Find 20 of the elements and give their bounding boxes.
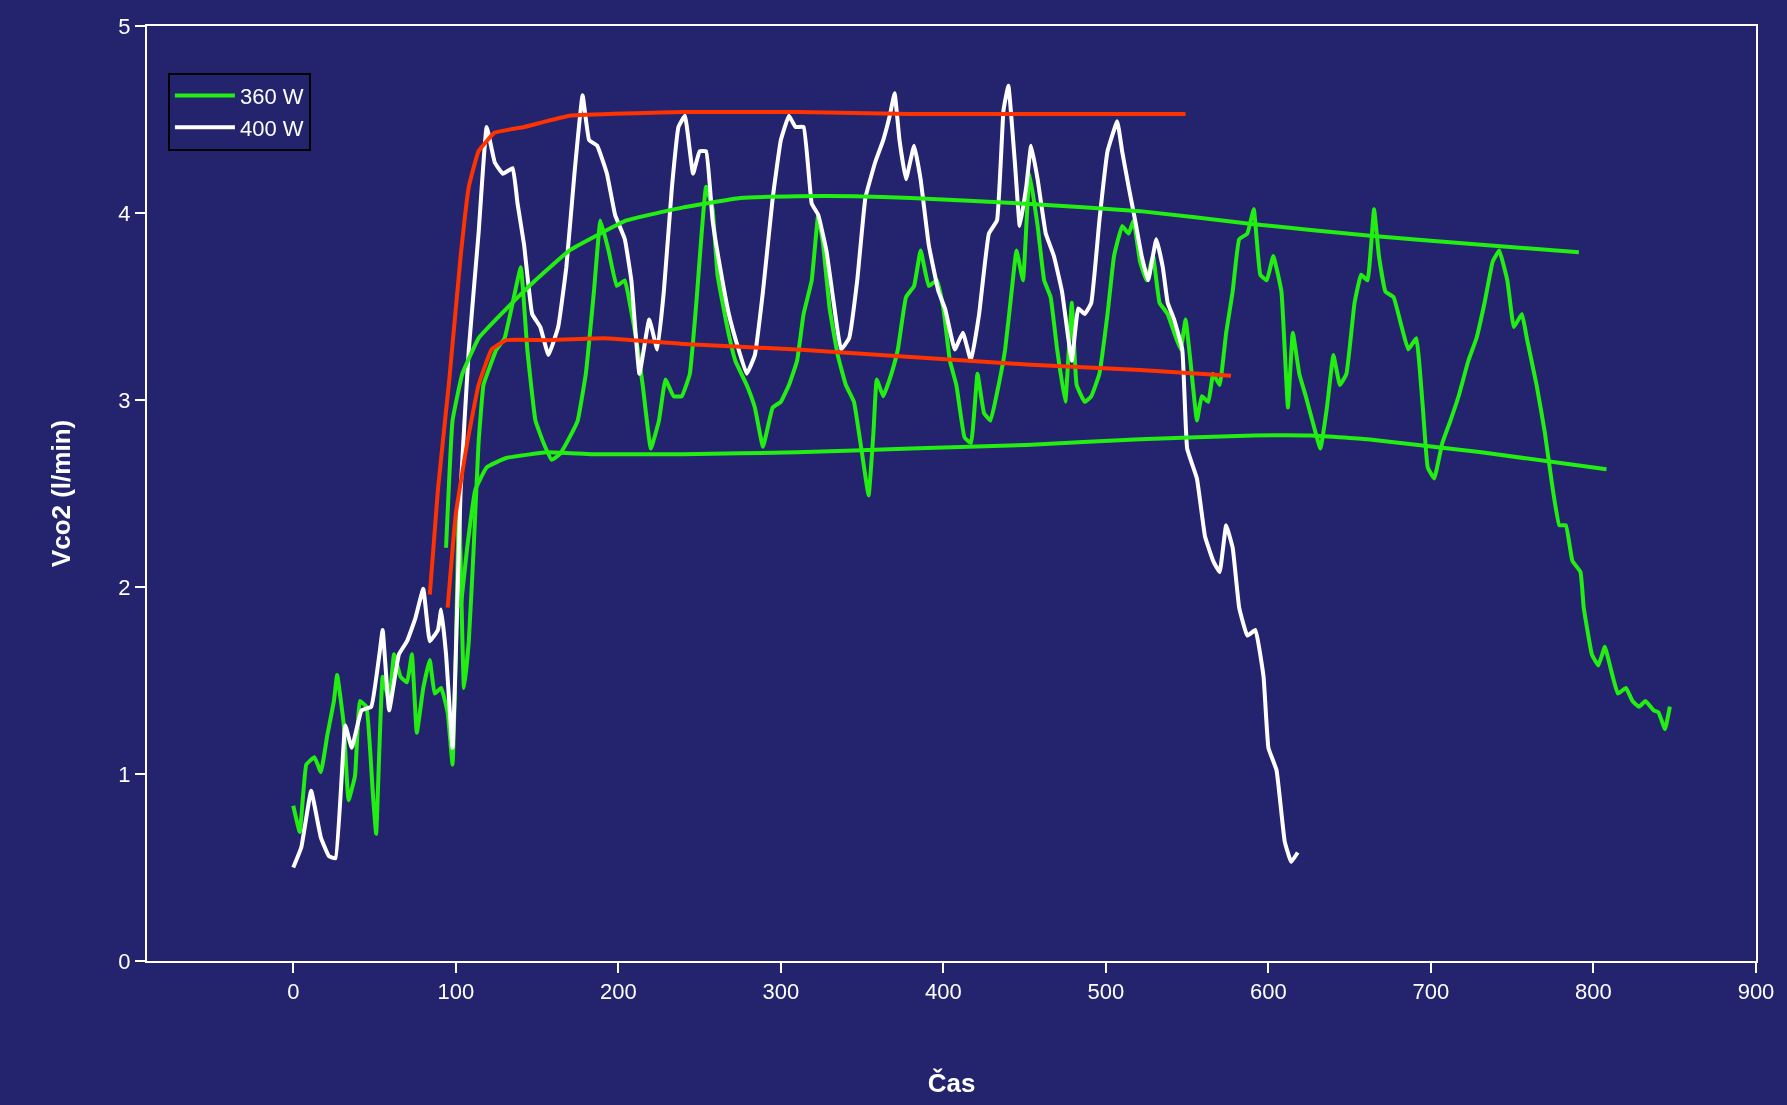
x-tick-label: 800 bbox=[1575, 979, 1612, 1005]
legend-label: 400 W bbox=[239, 115, 304, 141]
y-tick-label: 4 bbox=[118, 200, 131, 226]
y-axis-title: Vco2 (l/min) bbox=[46, 419, 77, 568]
y-tick-label: 5 bbox=[118, 13, 131, 39]
x-tick-label: 200 bbox=[599, 979, 637, 1005]
x-tick-label: 300 bbox=[762, 979, 800, 1005]
x-tick-label: 500 bbox=[1087, 979, 1125, 1005]
legend-label: 360 W bbox=[239, 84, 304, 110]
y-tick-label: 3 bbox=[118, 387, 131, 413]
x-tick-label: 400 bbox=[925, 979, 962, 1005]
x-tick-label: 600 bbox=[1250, 979, 1287, 1005]
y-tick-label: 0 bbox=[118, 948, 131, 974]
x-tick-label: 700 bbox=[1412, 979, 1450, 1005]
y-tick-label: 2 bbox=[118, 574, 131, 600]
x-axis-title: Čas bbox=[927, 1067, 976, 1098]
y-tick-label: 1 bbox=[118, 761, 131, 787]
x-tick-label: 900 bbox=[1737, 979, 1775, 1005]
x-tick-label: 0 bbox=[287, 979, 300, 1005]
x-tick-label: 100 bbox=[437, 979, 475, 1005]
